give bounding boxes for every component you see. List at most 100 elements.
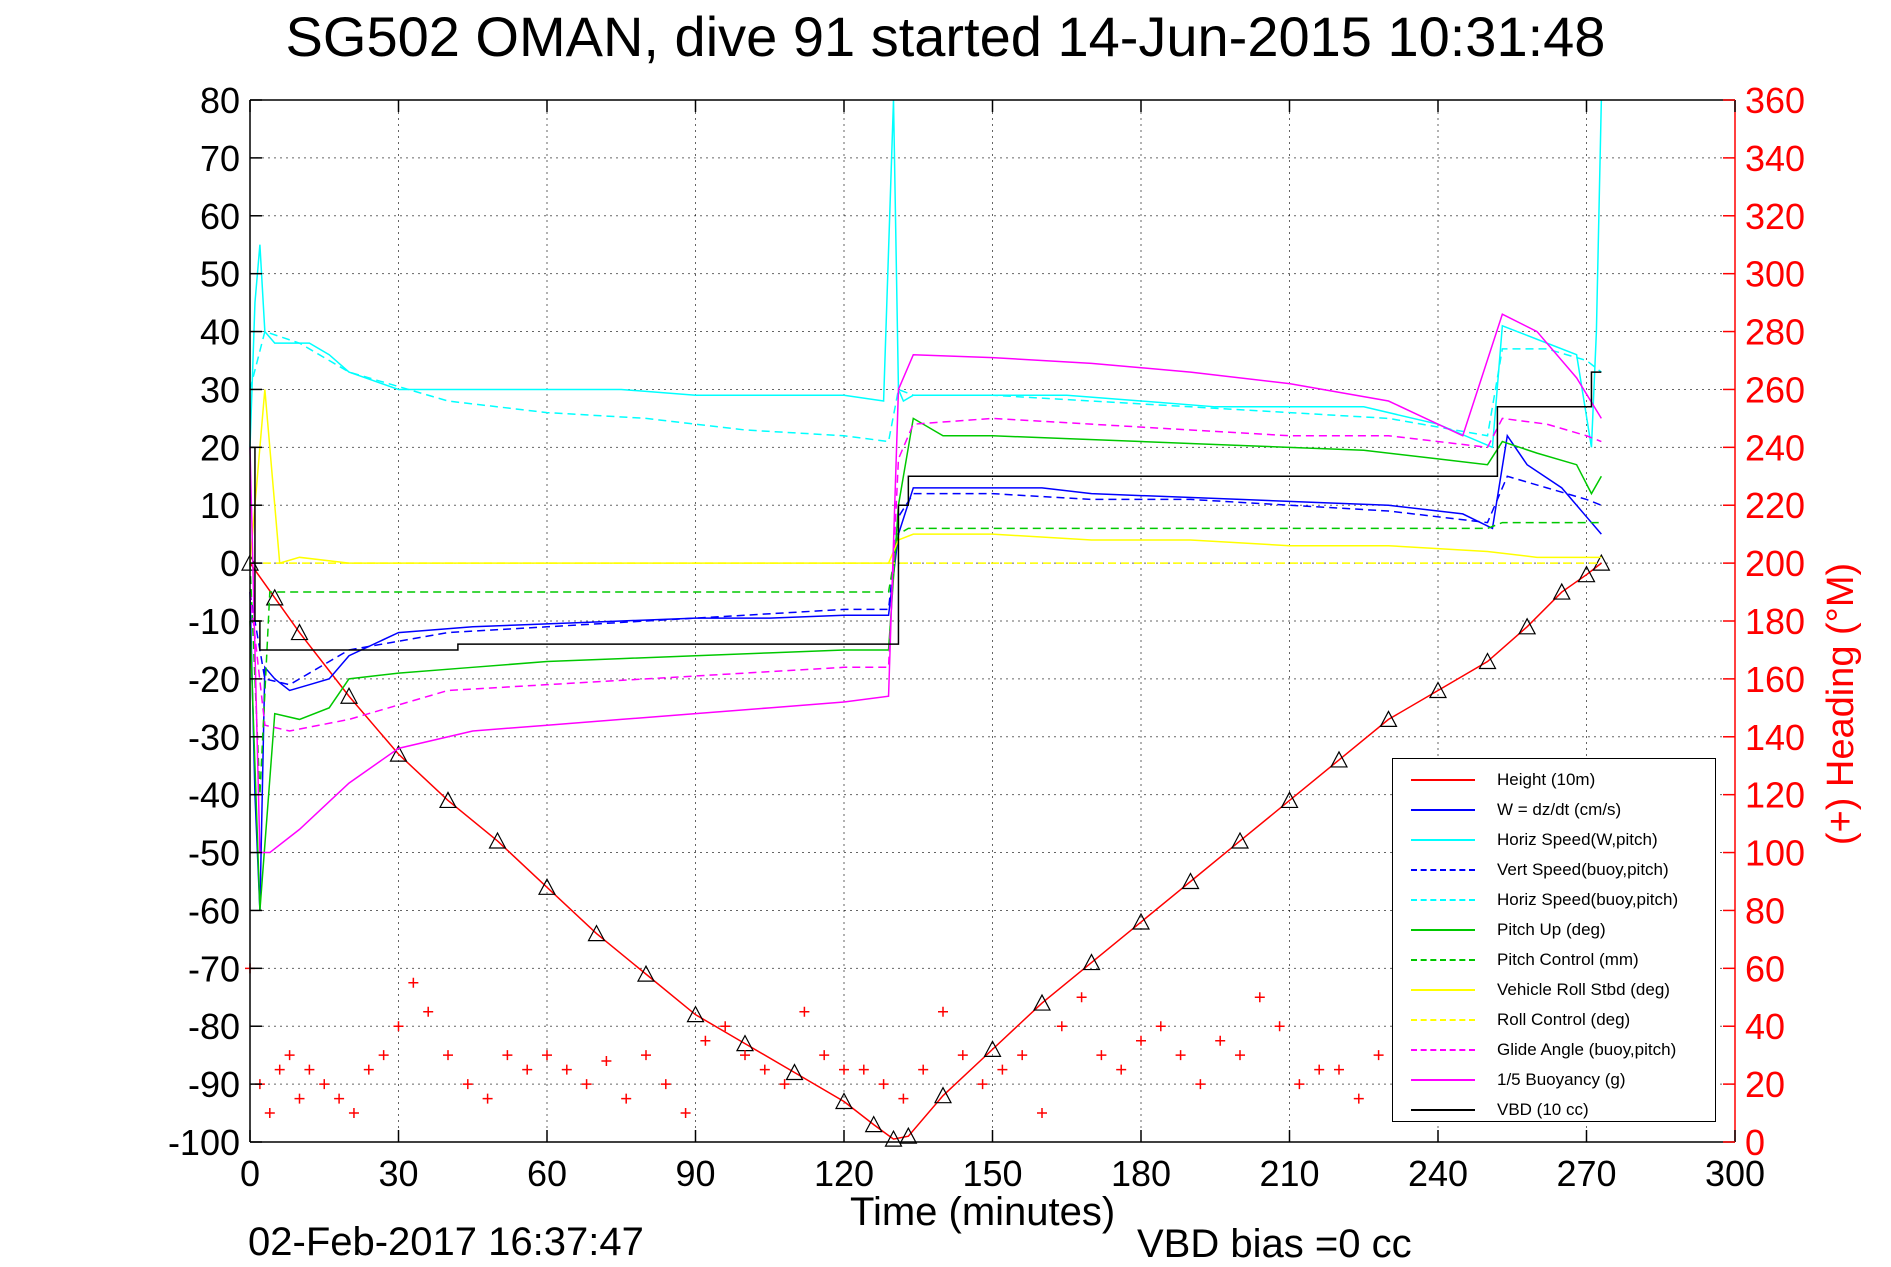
legend-item: Horiz Speed(buoy,pitch): [1393, 885, 1717, 915]
series-line-3: [249, 475, 1602, 686]
vbd-bias: VBD bias =0 cc: [1137, 1222, 1412, 1266]
height-marker: [899, 1126, 918, 1144]
timestamp: 02-Feb-2017 16:37:47: [248, 1220, 644, 1264]
y-tick-label: 70: [200, 138, 240, 179]
height-marker: [637, 964, 655, 982]
heading-marker: [1175, 1050, 1186, 1061]
y2-tick-label: 240: [1745, 427, 1805, 468]
height-marker: [934, 1086, 952, 1104]
x-axis-label: Time (minutes): [850, 1190, 1116, 1234]
x-tick-label: 0: [240, 1153, 260, 1194]
y2-tick-label: 340: [1745, 138, 1805, 179]
heading-marker: [1353, 1093, 1364, 1104]
y2-tick-label: 160: [1745, 659, 1805, 700]
height-marker: [265, 588, 284, 606]
series-layer: [241, 99, 1611, 1147]
x-tick-label: 270: [1556, 1153, 1616, 1194]
legend-swatch: [1411, 869, 1475, 871]
y-tick-label: 60: [200, 196, 240, 237]
legend-swatch: [1411, 959, 1475, 961]
y-tick-label: -70: [188, 948, 240, 989]
legend-item: Roll Control (deg): [1393, 1005, 1717, 1035]
chart-title: SG502 OMAN, dive 91 started 14-Jun-2015 …: [285, 5, 1606, 68]
legend-swatch: [1411, 1079, 1475, 1081]
heading-marker: [1195, 1079, 1206, 1090]
legend-label: Height (10m): [1497, 770, 1596, 789]
legend-item: Pitch Up (deg): [1393, 915, 1717, 945]
heading-marker: [462, 1079, 473, 1090]
heading-marker: [1116, 1064, 1127, 1075]
heading-marker: [680, 1108, 691, 1119]
y-tick-label: -50: [188, 833, 240, 874]
heading-marker: [938, 1006, 948, 1017]
height-marker: [1280, 791, 1299, 809]
y-tick-label: -10: [188, 601, 240, 642]
y-tick-label: -80: [188, 1006, 240, 1047]
legend-item: W = dz/dt (cm/s): [1393, 795, 1717, 825]
height-marker: [1330, 750, 1348, 768]
heading-marker: [1215, 1035, 1226, 1046]
heading-marker: [1314, 1064, 1325, 1075]
y-tick-label: -30: [188, 717, 240, 758]
x-tick-label: 120: [814, 1153, 874, 1194]
heading-marker: [378, 1050, 389, 1061]
y-tick-label: -40: [188, 775, 240, 816]
y-tick-label: -90: [188, 1064, 240, 1105]
legend-item: Vehicle Roll Stbd (deg): [1393, 975, 1717, 1005]
heading-marker: [522, 1064, 533, 1075]
height-marker: [1429, 681, 1447, 699]
height-marker: [1181, 872, 1200, 890]
heading-marker: [561, 1064, 572, 1075]
heading-marker: [363, 1064, 374, 1075]
legend-label: Horiz Speed(W,pitch): [1497, 830, 1658, 849]
y2-tick-label: 0: [1745, 1122, 1765, 1163]
legend-swatch: [1411, 989, 1475, 991]
heading-marker: [819, 1050, 830, 1061]
heading-marker: [977, 1079, 988, 1090]
heading-marker: [1294, 1079, 1305, 1090]
y2-tick-label: 60: [1745, 948, 1785, 989]
heading-marker: [1235, 1050, 1245, 1061]
heading-marker: [759, 1064, 770, 1075]
height-marker: [1132, 912, 1150, 930]
height-marker: [1577, 565, 1596, 583]
y2-tick-label: 180: [1745, 601, 1805, 642]
heading-marker: [641, 1050, 651, 1061]
y2-tick-label: 80: [1745, 890, 1785, 931]
y2-tick-label: 280: [1745, 312, 1805, 353]
legend-label: Vert Speed(buoy,pitch): [1497, 860, 1669, 879]
height-marker: [864, 1115, 883, 1133]
height-marker: [884, 1129, 903, 1147]
y-tick-label: -60: [188, 890, 240, 931]
y2-axis-label: (+) Heading (°M): [1820, 563, 1862, 845]
height-marker: [1231, 831, 1249, 849]
heading-marker: [740, 1050, 750, 1061]
height-marker: [1592, 553, 1611, 571]
series-line-11: [250, 371, 1602, 651]
y-tick-label: -100: [168, 1122, 240, 1163]
legend-item: Glide Angle (buoy,pitch): [1393, 1035, 1717, 1065]
height-marker: [290, 623, 309, 641]
legend-label: 1/5 Buoyancy (g): [1497, 1070, 1626, 1089]
heading-marker: [621, 1093, 632, 1104]
heading-marker: [601, 1055, 612, 1066]
y2-tick-label: 200: [1745, 543, 1805, 584]
y2-tick-label: 40: [1745, 1006, 1785, 1047]
y2-tick-label: 140: [1745, 717, 1805, 758]
y2-tick-label: 320: [1745, 196, 1805, 237]
legend-item: Height (10m): [1393, 765, 1717, 795]
heading-marker: [1373, 1050, 1384, 1061]
legend-swatch: [1411, 1019, 1475, 1021]
heading-marker: [1056, 1021, 1067, 1032]
legend-swatch: [1411, 1109, 1475, 1111]
heading-marker: [898, 1093, 909, 1104]
height-marker: [439, 791, 457, 809]
heading-marker: [779, 1079, 790, 1090]
axes: 0 30 60 90 120 150 180 210 240 270 300-100-90-80-7…: [168, 80, 1805, 1194]
height-marker: [587, 924, 606, 942]
heading-marker: [304, 1064, 315, 1075]
x-tick-label: 210: [1259, 1153, 1319, 1194]
x-tick-label: 300: [1705, 1153, 1765, 1194]
height-marker: [340, 686, 358, 704]
